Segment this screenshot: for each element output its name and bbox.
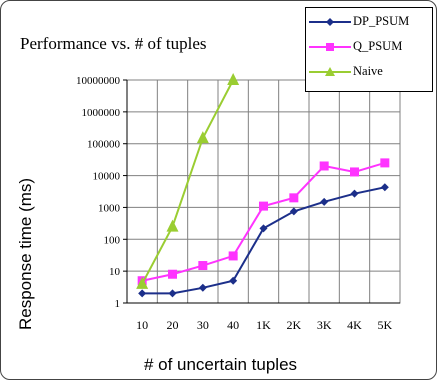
legend-marker-naive bbox=[309, 67, 351, 76]
x-tick-label: 5K bbox=[377, 318, 392, 332]
y-tick-label: 100 bbox=[104, 234, 121, 246]
x-tick-label: 4K bbox=[347, 318, 362, 332]
x-tick-label: 10 bbox=[136, 318, 148, 332]
x-tick-label: 1K bbox=[256, 318, 271, 332]
legend-marker-dp-psum bbox=[309, 18, 351, 26]
data-point-q-psum bbox=[168, 269, 177, 279]
data-point-naive bbox=[196, 131, 209, 144]
y-tick-label: 10000000 bbox=[76, 75, 121, 87]
legend-label-q-psum: Q_PSUM bbox=[353, 39, 403, 53]
data-point-naive bbox=[166, 219, 179, 232]
legend-item-q-psum: Q_PSUM bbox=[306, 37, 432, 57]
data-point-q-psum bbox=[289, 193, 299, 203]
data-point-dp-psum bbox=[138, 289, 147, 298]
y-tick-label: 1000 bbox=[98, 202, 121, 214]
x-tick-label: 40 bbox=[227, 318, 239, 332]
y-tick-label: 1 bbox=[115, 298, 121, 310]
y-tick-label: 1000000 bbox=[82, 107, 121, 119]
legend-item-naive: Naive bbox=[306, 62, 432, 82]
data-point-q-psum bbox=[350, 167, 359, 177]
x-tick-label: 30 bbox=[197, 318, 209, 332]
legend-marker-q-psum bbox=[309, 43, 351, 51]
data-point-q-psum bbox=[319, 161, 329, 171]
series-line-naive bbox=[141, 79, 235, 285]
data-point-q-psum bbox=[198, 261, 208, 271]
legend: DP_PSUM Q_PSUM Naive bbox=[305, 7, 433, 92]
legend-label-naive: Naive bbox=[353, 64, 383, 78]
data-point-dp-psum bbox=[350, 189, 359, 198]
data-point-dp-psum bbox=[168, 289, 177, 298]
chart-title: Performance vs. # of tuples bbox=[20, 34, 207, 53]
x-tick-label: 3K bbox=[317, 318, 332, 332]
data-point-dp-psum bbox=[229, 276, 238, 285]
data-point-dp-psum bbox=[198, 283, 207, 292]
plot-area bbox=[126, 79, 401, 304]
data-point-naive bbox=[136, 276, 149, 289]
y-tick-label: 10 bbox=[109, 266, 121, 278]
data-point-dp-psum bbox=[380, 183, 389, 192]
legend-item-dp-psum: DP_PSUM bbox=[306, 12, 432, 32]
data-point-q-psum bbox=[228, 251, 238, 261]
x-tick-label: 20 bbox=[167, 318, 179, 332]
y-tick-label: 10000 bbox=[93, 171, 121, 183]
data-point-q-psum bbox=[380, 158, 390, 168]
x-tick-label: 2K bbox=[286, 318, 301, 332]
data-point-dp-psum bbox=[259, 224, 268, 233]
y-axis-label: Response time (ms) bbox=[16, 177, 35, 330]
x-axis-label: # of uncertain tuples bbox=[143, 355, 298, 374]
y-tick-label: 100000 bbox=[87, 139, 121, 151]
legend-label-dp-psum: DP_PSUM bbox=[353, 14, 410, 28]
data-point-dp-psum bbox=[320, 197, 329, 206]
data-point-naive bbox=[227, 73, 240, 85]
data-point-dp-psum bbox=[289, 207, 298, 216]
data-point-q-psum bbox=[259, 201, 268, 211]
